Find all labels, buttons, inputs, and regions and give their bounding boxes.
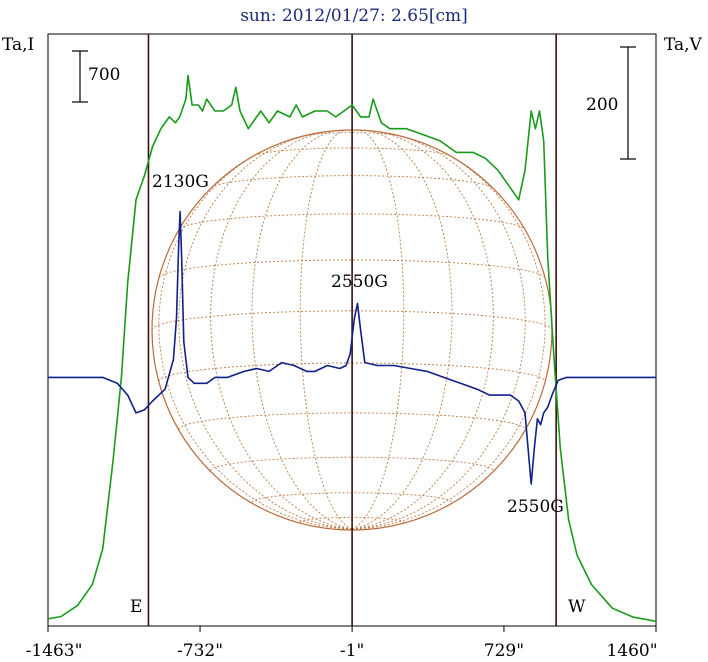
east-limb-label: E — [130, 597, 142, 617]
disk-grid-line — [210, 130, 353, 530]
annotation-2550g-west: 2550G — [507, 497, 564, 517]
x-tick-label-0: -1463" — [26, 641, 83, 661]
disk-grid-line — [158, 141, 353, 530]
chart-title: sun: 2012/01/27: 2.65[cm] — [240, 6, 468, 26]
x-tick-label-1: -732" — [177, 641, 223, 661]
disk-grid-line — [351, 132, 526, 530]
x-tick-label-4: 1460" — [606, 641, 657, 661]
disk-grid-line — [210, 456, 494, 471]
disk-grid-line — [351, 141, 546, 530]
left-scale-label: 700 — [88, 65, 120, 85]
right-axis-label: Ta,V — [664, 35, 703, 55]
annotation-2130g: 2130G — [152, 172, 209, 192]
annotation-2550g-center: 2550G — [331, 272, 388, 292]
left-axis-label: Ta,I — [2, 35, 34, 55]
disk-grid-line — [351, 130, 494, 530]
left-scale-bar — [72, 50, 88, 103]
west-limb-label: W — [568, 597, 586, 617]
disk-grid-line — [351, 130, 453, 530]
series-line-V — [48, 210, 656, 485]
disk-grid-line — [251, 130, 353, 530]
x-tick-label-2: -1" — [340, 641, 364, 661]
x-tick-label-3: 729" — [484, 641, 524, 661]
right-scale-bar — [620, 46, 636, 160]
series-line-I — [47, 74, 657, 623]
right-scale-label: 200 — [586, 95, 618, 115]
disk-grid-line — [178, 132, 353, 530]
disk-grid-line — [254, 147, 450, 157]
disk-grid-line — [299, 129, 353, 530]
